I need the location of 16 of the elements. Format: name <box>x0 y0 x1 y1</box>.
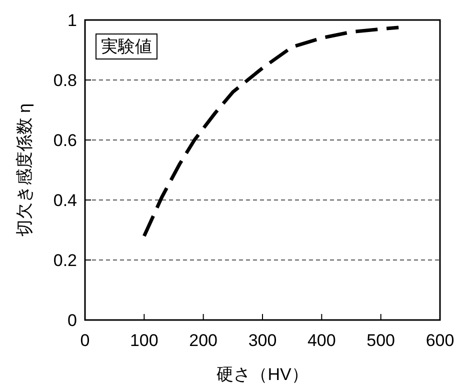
x-tick-label: 0 <box>80 331 90 350</box>
y-tick-label: 0.6 <box>53 131 77 150</box>
y-tick-label: 0.8 <box>53 71 77 90</box>
y-tick-label: 0.2 <box>53 251 77 270</box>
x-tick-label: 300 <box>248 331 277 350</box>
x-tick-label: 200 <box>189 331 218 350</box>
x-tick-label: 100 <box>130 331 158 350</box>
x-axis-title: 硬さ（HV） <box>216 365 308 384</box>
x-tick-label: 500 <box>366 331 396 350</box>
x-tick-label: 400 <box>307 331 336 350</box>
y-tick-label: 0.4 <box>53 191 77 210</box>
y-axis-title: 切欠き感度係数 η <box>15 103 34 237</box>
annotation: 実験値 <box>101 37 152 56</box>
y-tick-label: 1 <box>68 11 77 30</box>
x-tick-label: 600 <box>426 331 454 350</box>
y-tick-label: 0 <box>68 311 77 330</box>
